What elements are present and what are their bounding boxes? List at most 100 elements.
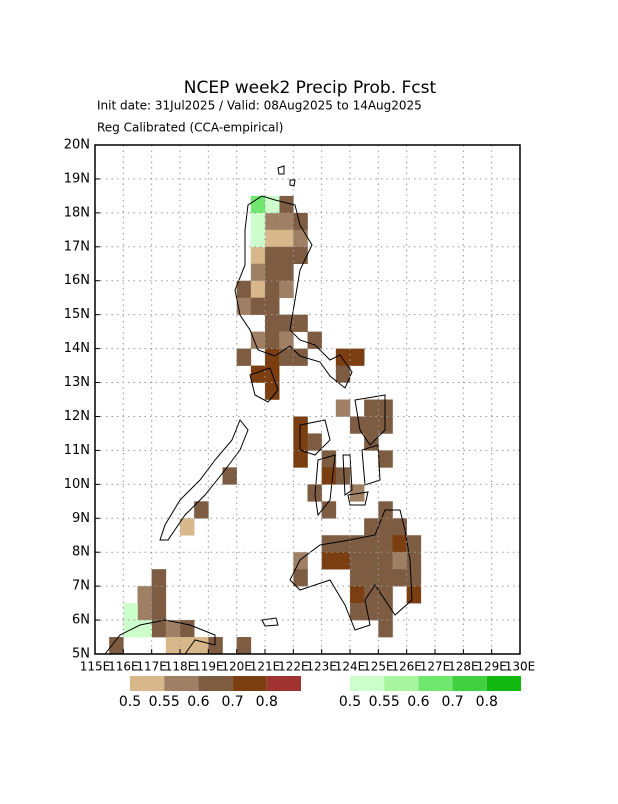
cell [250, 331, 266, 349]
chart-title: NCEP week2 Precip Prob. Fcst [184, 78, 437, 98]
cell [222, 467, 237, 485]
coastline [234, 195, 353, 389]
cell [250, 280, 266, 298]
cell [250, 263, 266, 282]
cell [265, 297, 280, 315]
cell [265, 195, 280, 214]
colorbar-label: 0.55 [149, 694, 180, 710]
cell [250, 195, 266, 214]
cell [265, 280, 280, 298]
note: Reg Calibrated (CCA-empirical) [97, 121, 283, 135]
y-tick-label: 18N [64, 205, 90, 220]
cell [392, 569, 407, 587]
colorbar-label: 0.5 [119, 694, 141, 710]
cell [378, 518, 393, 536]
coastline [299, 419, 331, 456]
coastline [261, 165, 296, 627]
coastline [361, 444, 381, 486]
cell [406, 586, 422, 604]
cell [350, 552, 365, 570]
y-tick-label: 20N [64, 138, 90, 153]
cell [165, 620, 181, 638]
cell [123, 620, 138, 638]
cell [406, 569, 422, 587]
cell [350, 603, 365, 621]
cell [378, 603, 393, 621]
colorbar-box [164, 676, 199, 691]
x-tick-label: 126E [391, 660, 422, 674]
colorbar-box [350, 676, 385, 691]
y-tick-label: 7N [72, 579, 90, 594]
cell [378, 450, 393, 468]
cell [321, 501, 337, 519]
cell [250, 212, 266, 231]
cell [364, 569, 379, 587]
cell [236, 348, 252, 366]
frame [94, 144, 521, 655]
y-tick-label: 12N [64, 409, 90, 424]
y-tick-label: 6N [72, 613, 90, 628]
colorbar-label: 0.8 [256, 694, 278, 710]
cell [293, 552, 308, 570]
y-tick-label: 19N [64, 171, 90, 186]
colorbar-box [418, 676, 453, 691]
cell [350, 416, 365, 434]
x-tick-label: 130E [505, 660, 536, 674]
cell [364, 433, 379, 451]
cell [364, 416, 379, 434]
cell [378, 416, 393, 434]
cell [265, 331, 280, 349]
colorbar-box [130, 676, 165, 691]
coastline [249, 367, 279, 403]
y-tick-label: 16N [64, 273, 90, 288]
cell [392, 552, 407, 570]
x-tick-label: 118E [165, 660, 196, 674]
coastline [347, 491, 369, 506]
cell [378, 569, 393, 587]
cell [109, 637, 124, 655]
x-tick-label: 122E [278, 660, 309, 674]
x-tick-label: 123E [306, 660, 337, 674]
cell [293, 433, 308, 451]
colorbar-label: 0.6 [407, 694, 429, 710]
cell [350, 484, 365, 502]
cell [364, 586, 379, 604]
cell [378, 399, 393, 417]
cell [378, 586, 393, 604]
cell [335, 365, 351, 383]
cell [335, 399, 351, 417]
cell [321, 450, 337, 468]
x-tick-label: 115E [80, 660, 111, 674]
cell [350, 569, 365, 587]
cell [265, 314, 280, 332]
cell [250, 229, 266, 248]
y-tick-label: 10N [64, 477, 90, 492]
cell [364, 399, 379, 417]
cell [406, 535, 422, 553]
cell [392, 535, 407, 553]
cell [293, 569, 308, 587]
colorbar-label: 0.55 [369, 694, 400, 710]
cell [151, 586, 167, 604]
cell [335, 535, 351, 553]
x-tick-label: 120E [221, 660, 252, 674]
coastline [159, 419, 249, 541]
cell [279, 246, 294, 265]
cell [265, 229, 280, 248]
cell [194, 637, 209, 655]
cell [279, 212, 294, 231]
cell [265, 382, 280, 400]
x-tick-label: 124E [335, 660, 366, 674]
cell [378, 535, 393, 553]
cell [236, 280, 252, 298]
colorbar-label: 0.8 [476, 694, 498, 710]
colorbar-box [486, 676, 521, 691]
cell [180, 518, 195, 536]
cell [279, 331, 294, 349]
cell [279, 280, 294, 298]
cell [137, 603, 152, 621]
x-tick-label: 117E [136, 660, 167, 674]
x-tick-label: 121E [250, 660, 281, 674]
cell [265, 348, 280, 366]
